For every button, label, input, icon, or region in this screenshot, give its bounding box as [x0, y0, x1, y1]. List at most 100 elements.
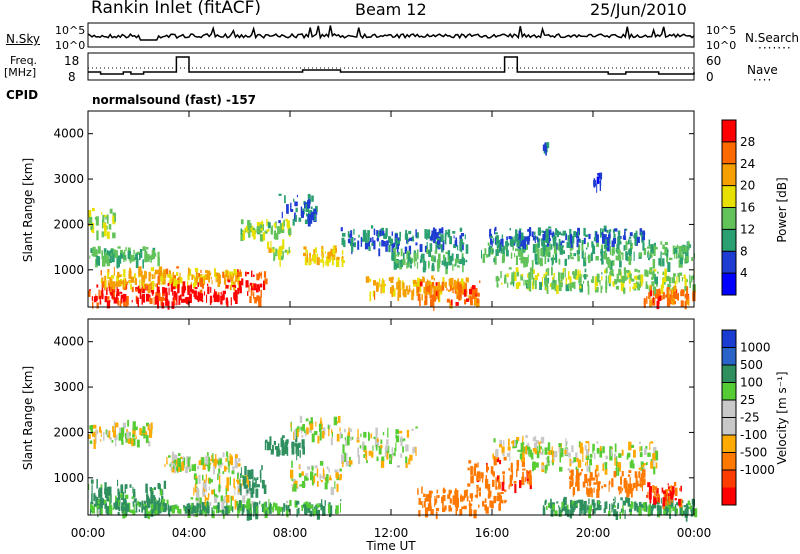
heatmap-cell	[217, 280, 219, 288]
heatmap-cell	[638, 471, 641, 478]
heatmap-cell	[531, 271, 534, 280]
heatmap-cell	[360, 433, 362, 437]
heatmap-cell	[375, 444, 378, 451]
heatmap-cell	[550, 257, 552, 261]
heatmap-cell	[596, 273, 600, 283]
heatmap-cell	[118, 438, 121, 441]
heatmap-cell	[265, 501, 267, 508]
heatmap-cell	[426, 235, 428, 240]
heatmap-cell	[467, 483, 471, 487]
heatmap-cell	[221, 294, 225, 301]
heatmap-cell	[237, 280, 241, 285]
heatmap-cell	[637, 270, 641, 273]
heatmap-cell	[556, 501, 559, 504]
heatmap-cell	[357, 429, 359, 439]
heatmap-cell	[572, 489, 574, 497]
heatmap-cell	[232, 285, 236, 288]
heatmap-cell	[618, 279, 621, 283]
heatmap-cell	[633, 251, 635, 261]
heatmap-cell	[236, 479, 239, 482]
heatmap-cell	[454, 258, 459, 264]
heatmap-cell	[662, 258, 665, 267]
heatmap-cell	[537, 255, 539, 263]
heatmap-cell	[184, 286, 187, 291]
colorbar-tick-label: 25	[740, 393, 755, 407]
heatmap-cell	[242, 495, 246, 504]
heatmap-cell	[670, 289, 672, 300]
heatmap-cell	[169, 505, 173, 512]
heatmap-cell	[580, 499, 584, 504]
heatmap-cell	[544, 499, 547, 504]
heatmap-cell	[578, 476, 580, 486]
heatmap-cell	[251, 225, 254, 233]
heatmap-cell	[565, 277, 568, 285]
heatmap-cell	[628, 279, 631, 284]
heatmap-cell	[296, 500, 300, 505]
heatmap-cell	[460, 238, 463, 246]
heatmap-cell	[567, 255, 570, 260]
heatmap-cell	[363, 445, 367, 451]
heatmap-cell	[678, 275, 680, 283]
nsearch-label: N.Search	[745, 31, 800, 45]
heatmap-cell	[660, 241, 663, 245]
heatmap-cell	[313, 208, 317, 214]
heatmap-cell	[569, 470, 573, 473]
heatmap-cell	[527, 473, 531, 479]
heatmap-cell	[501, 481, 505, 491]
heatmap-cell	[324, 482, 328, 490]
heatmap-cell	[654, 276, 658, 285]
heatmap-cell	[430, 299, 434, 307]
heatmap-cell	[413, 446, 417, 453]
heatmap-cell	[334, 247, 337, 252]
heatmap-cell	[641, 464, 645, 468]
heatmap-cell	[498, 495, 500, 501]
heatmap-cell	[216, 294, 220, 303]
heatmap-cell	[580, 472, 582, 476]
heatmap-cell	[457, 278, 459, 282]
heatmap-cell	[627, 474, 631, 477]
heatmap-cell	[94, 492, 96, 500]
heatmap-cell	[601, 272, 603, 275]
heatmap-cell	[572, 503, 577, 506]
heatmap-cell	[104, 254, 108, 264]
heatmap-cell	[341, 454, 345, 464]
heatmap-cell	[519, 257, 521, 260]
heatmap-cell	[149, 298, 153, 305]
heatmap-cell	[88, 483, 90, 490]
heatmap-cell	[180, 294, 182, 301]
heatmap-cell	[511, 239, 513, 247]
heatmap-cell	[457, 245, 459, 251]
heatmap-cell	[328, 468, 330, 473]
heatmap-cell	[178, 509, 182, 514]
heatmap-cell	[112, 281, 116, 289]
heatmap-cell	[225, 506, 229, 515]
heatmap-cell	[116, 286, 118, 291]
heatmap-cell	[264, 441, 267, 451]
heatmap-cell	[462, 242, 465, 245]
heatmap-cell	[153, 296, 155, 305]
heatmap-cell	[146, 255, 150, 259]
heatmap-cell	[207, 467, 211, 472]
heatmap-cell	[421, 486, 423, 494]
heatmap-cell	[234, 292, 238, 298]
heatmap-cell	[106, 231, 110, 239]
heatmap-cell	[558, 238, 561, 246]
heatmap-cell	[329, 507, 332, 518]
heatmap-cell	[282, 222, 284, 229]
heatmap-cell	[95, 216, 99, 226]
heatmap-cell	[395, 442, 397, 451]
heatmap-cell	[368, 237, 370, 241]
heatmap-cell	[225, 457, 227, 462]
heatmap-cell	[577, 499, 581, 504]
heatmap-cell	[582, 481, 586, 488]
heatmap-cell	[559, 243, 561, 253]
heatmap-cell	[210, 287, 212, 293]
heatmap-cell	[602, 234, 606, 244]
heatmap-cell	[415, 232, 419, 239]
heatmap-cell	[386, 439, 389, 445]
heatmap-cell	[595, 231, 598, 237]
heatmap-cell	[413, 253, 417, 262]
heatmap-cell	[118, 432, 122, 439]
heatmap-cell	[492, 479, 495, 487]
heatmap-cell	[400, 262, 403, 268]
